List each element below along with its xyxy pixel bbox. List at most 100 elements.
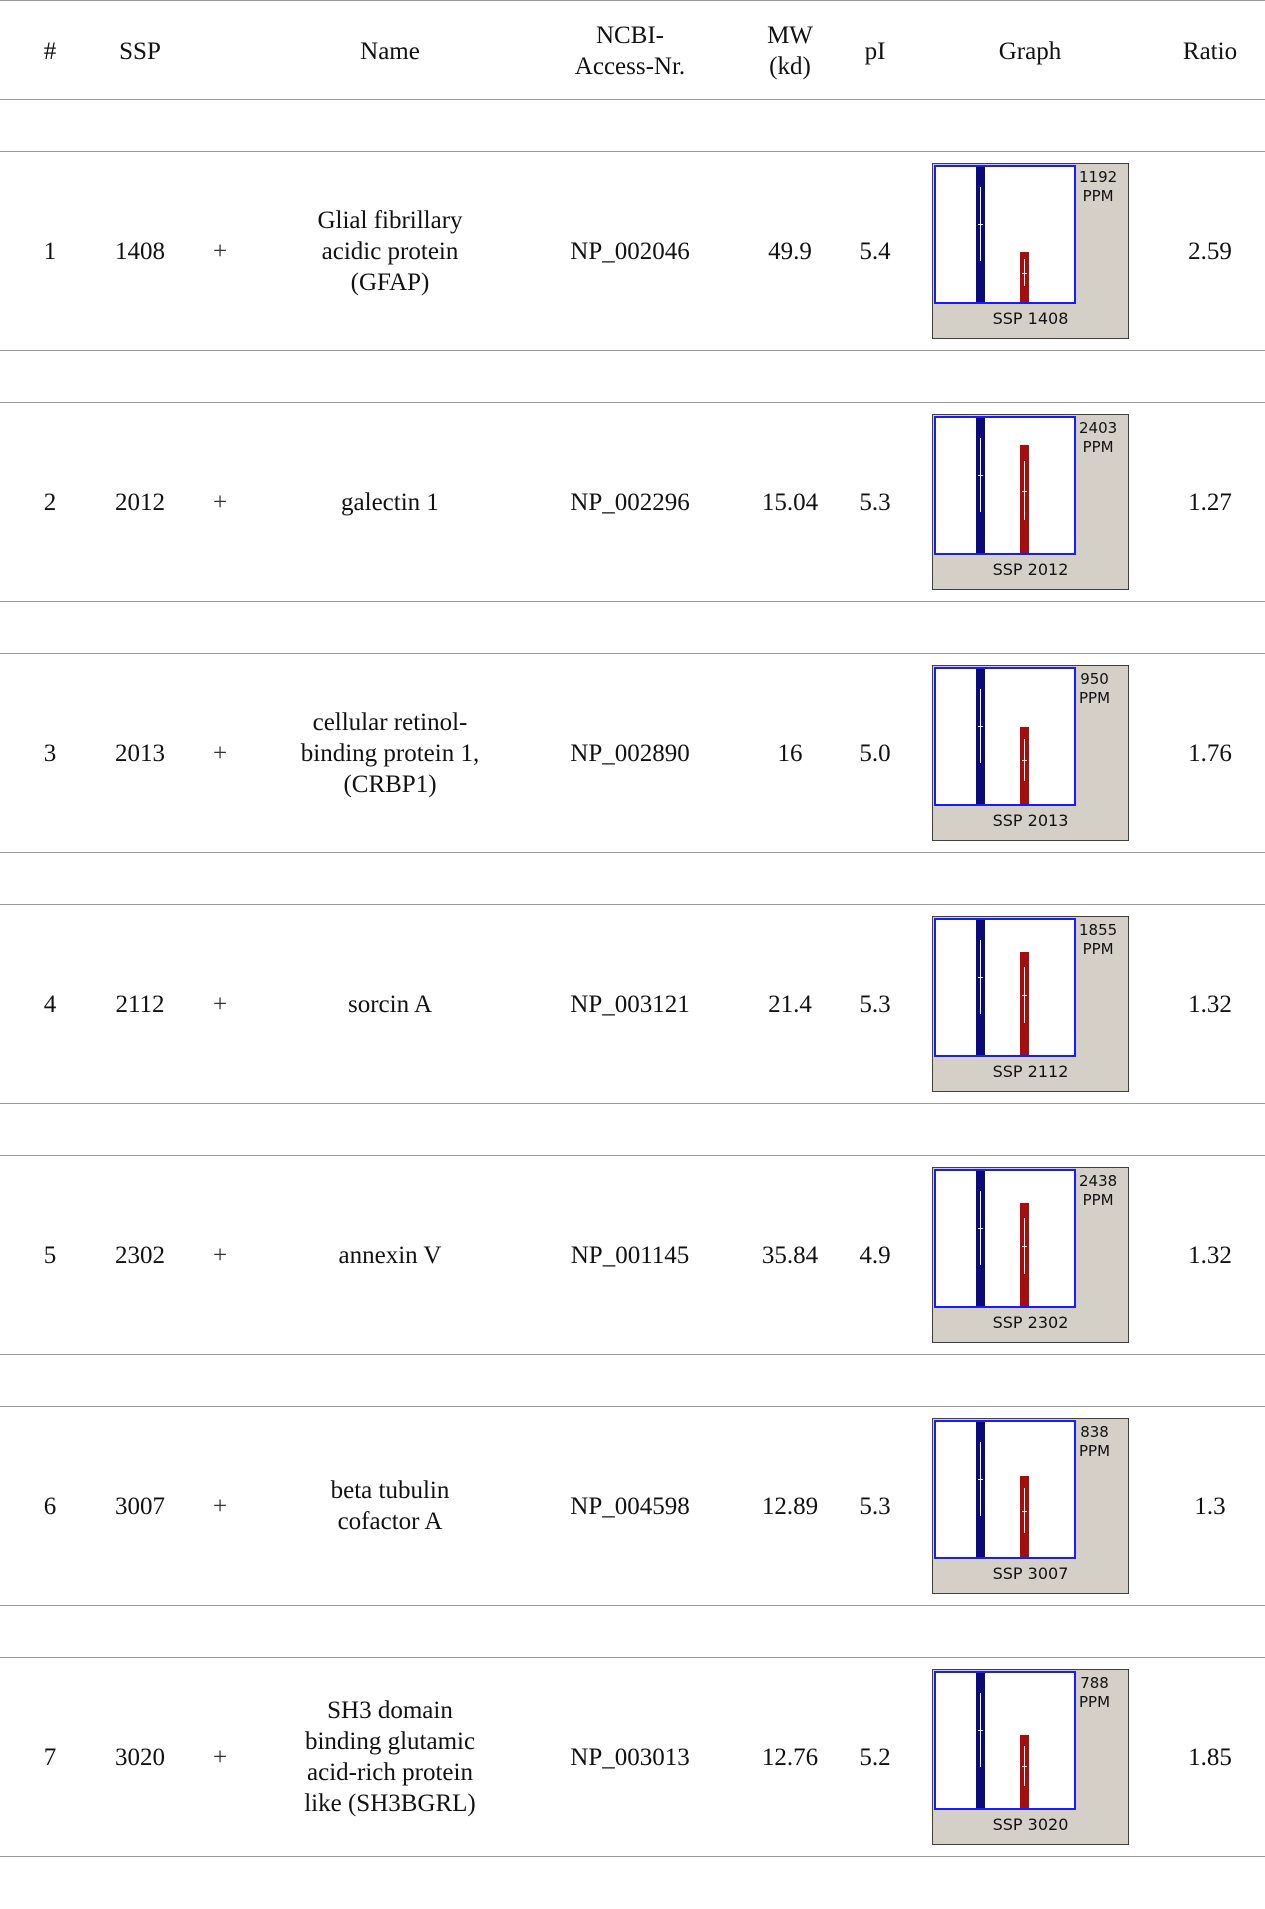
graph-value: 838 [1080,1423,1109,1441]
table-row: 4 2112 + sorcin A NP_003121 21.4 5.3 1855 PPM SSP… [0,905,1265,1104]
graph-title: SSP 2112 [992,1062,1069,1081]
error-bar-mid [1022,995,1027,996]
graph-plot-area [934,1169,1076,1308]
row-spacer [0,100,1265,152]
row-protein-name: Glial fibrillary acidic protein (GFAP) [317,206,463,296]
graph-value: 1192 [1079,168,1118,186]
graph-plot-area [934,667,1076,806]
row-pi: 5.3 [859,990,891,1018]
graph-value-label: 788 PPM [1079,1674,1110,1712]
row-mw: 15.04 [761,488,819,516]
row-graph-cell: 2438 PPM SSP 2302 [920,1156,1140,1354]
header-accession: NCBI- Access-Nr. [574,22,686,80]
graph-value: 2403 [1079,419,1118,437]
header-num: # [43,37,57,65]
red-bar [1020,252,1029,302]
red-bar [1020,1203,1029,1306]
graph-title: SSP 3007 [992,1564,1069,1583]
blue-bar [976,920,985,1055]
row-spacer [0,602,1265,654]
row-graph-cell: 1192 PPM SSP 1408 [920,152,1140,350]
row-protein-name: galectin 1 [341,488,439,516]
row-accession: NP_001145 [570,1241,690,1269]
row-pi: 4.9 [859,1241,891,1269]
row-spacer [0,1857,1265,1909]
red-bar [1020,952,1029,1055]
graph-unit: PPM [1082,438,1114,456]
graph-title: SSP 2302 [992,1313,1069,1332]
ssp-graph: 1192 PPM SSP 1408 [932,163,1129,339]
row-ssp: 2302 [115,1241,165,1269]
row-accession: NP_002890 [570,739,690,767]
table-header: # SSP Name NCBI- Access-Nr. MW (kd) pI G… [0,0,1265,100]
table-row: 7 3020 + SH3 domain binding glutamic acid-r… [0,1658,1265,1857]
graph-plot-area [934,918,1076,1057]
row-ssp: 1408 [115,237,165,265]
graph-value: 2438 [1079,1172,1118,1190]
table-row: 2 2012 + galectin 1 NP_002296 15.04 5.3 2403 PPM… [0,403,1265,602]
header-name: Name [360,37,420,65]
row-pi: 5.0 [859,739,891,767]
row-pi: 5.2 [859,1743,891,1771]
row-ratio: 1.27 [1188,488,1232,516]
graph-unit: PPM [1079,689,1111,707]
error-bar-mid [1022,1511,1027,1512]
error-bar-mid [978,726,983,727]
error-bar-mid [978,224,983,225]
graph-unit: PPM [1082,187,1114,205]
graph-title: SSP 2012 [992,560,1069,579]
error-bar-mid [1022,1246,1027,1247]
error-bar-mid [978,1479,983,1480]
row-mw: 12.76 [761,1743,819,1771]
row-protein-name: annexin V [338,1241,442,1269]
red-bar [1020,727,1029,804]
header-graph: Graph [998,37,1062,65]
header-ssp: SSP [119,37,161,65]
row-accession: NP_004598 [570,1492,690,1520]
row-spacer [0,1606,1265,1658]
graph-value-label: 838 PPM [1079,1423,1110,1461]
row-protein-name: SH3 domain binding glutamic acid-rich pr… [304,1697,476,1817]
ssp-graph: 838 PPM SSP 3007 [932,1418,1129,1594]
graph-unit: PPM [1082,940,1114,958]
red-bar [1020,1735,1029,1808]
row-protein-name: cellular retinol- binding protein 1, (CR… [300,708,480,798]
row-ratio: 1.32 [1188,990,1232,1018]
row-mw: 49.9 [768,237,812,265]
row-sign: + [212,488,228,516]
table-row: 6 3007 + beta tubulin cofactor A NP_004598 12… [0,1407,1265,1606]
table-row: 3 2013 + cellular retinol- binding protein … [0,654,1265,853]
row-graph-cell: 2403 PPM SSP 2012 [920,403,1140,601]
row-sign: + [212,739,228,767]
error-bar-mid [978,977,983,978]
error-bar-mid [1022,1766,1027,1767]
graph-value-label: 2403 PPM [1079,419,1117,457]
error-bar [1024,1488,1025,1533]
row-number: 2 [43,488,57,516]
row-ratio: 1.85 [1188,1743,1232,1771]
graph-value-label: 950 PPM [1079,670,1110,708]
graph-title: SSP 2013 [992,811,1069,830]
row-ratio: 2.59 [1188,237,1232,265]
row-sign: + [212,990,228,1018]
graph-plot-area [934,1420,1076,1559]
table-row: 1 1408 + Glial fibrillary acidic protein (G… [0,152,1265,351]
row-pi: 5.3 [859,1492,891,1520]
header-mw: MW (kd) [767,22,813,80]
row-sign: + [212,1743,228,1771]
graph-unit: PPM [1079,1693,1111,1711]
blue-bar [976,1422,985,1557]
header-ratio: Ratio [1182,37,1238,65]
row-mw: 12.89 [761,1492,819,1520]
blue-bar [976,1171,985,1306]
row-spacer [0,1104,1265,1156]
row-number: 3 [43,739,57,767]
row-mw: 16 [777,739,803,767]
row-accession: NP_003121 [570,990,690,1018]
row-ssp: 3007 [115,1492,165,1520]
graph-value-label: 1855 PPM [1079,921,1117,959]
ssp-graph: 2438 PPM SSP 2302 [932,1167,1129,1343]
row-ssp: 2012 [115,488,165,516]
error-bar-mid [1022,273,1027,274]
row-ssp: 2112 [115,990,165,1018]
